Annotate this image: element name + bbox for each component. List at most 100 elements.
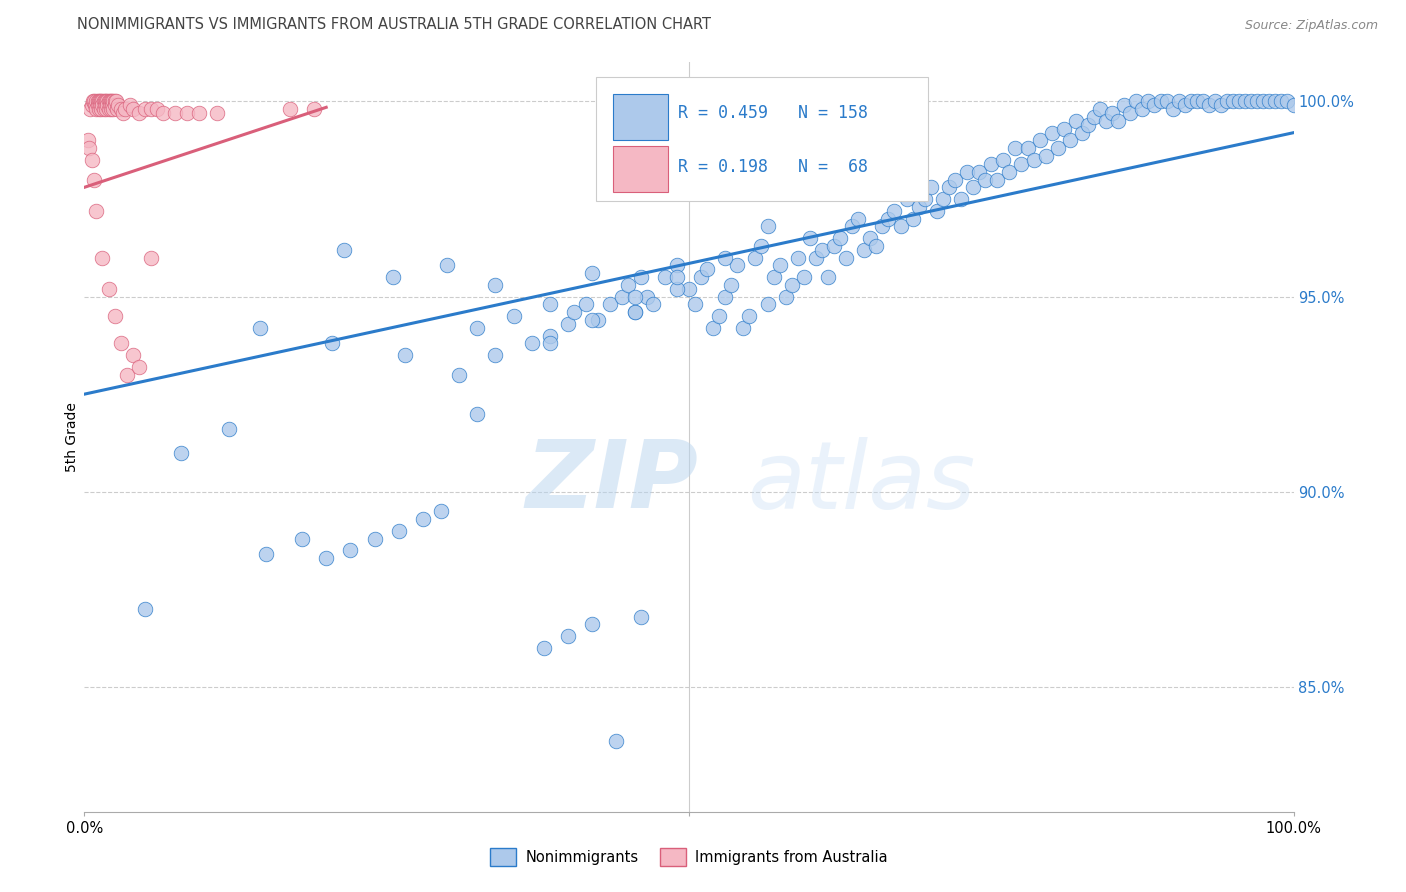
Point (1143, 98, 1166, 112)
Point (315, 551, 337, 566)
Point (91, 251, 114, 265)
Point (1101, 106, 1123, 120)
Point (557, 317, 579, 331)
Point (932, 192, 955, 206)
Point (786, 251, 808, 265)
Point (1161, 102, 1184, 116)
Point (86, 95, 108, 109)
Point (449, 368, 471, 382)
Point (623, 305, 645, 319)
Point (846, 211, 869, 226)
Point (94, 98, 117, 112)
Point (1119, 106, 1142, 120)
Point (950, 192, 973, 206)
Point (254, 547, 277, 561)
Point (1156, 95, 1178, 109)
Point (363, 532, 385, 546)
Point (93, 95, 115, 109)
Point (104, 309, 127, 323)
Point (1209, 98, 1232, 112)
Point (1011, 157, 1033, 171)
Point (799, 231, 821, 245)
Point (630, 270, 652, 285)
Point (1088, 102, 1111, 116)
Point (943, 172, 966, 186)
Point (100, 95, 122, 109)
Point (97, 95, 120, 109)
Point (962, 180, 984, 194)
Point (1270, 95, 1292, 109)
Point (152, 106, 174, 120)
Point (101, 95, 124, 109)
FancyBboxPatch shape (613, 94, 668, 140)
Point (94, 95, 117, 109)
Point (938, 180, 960, 194)
Point (105, 102, 128, 116)
Point (1040, 126, 1063, 140)
Point (1234, 95, 1257, 109)
Point (114, 102, 136, 116)
Point (91, 95, 114, 109)
Point (1137, 95, 1160, 109)
Point (82, 95, 104, 109)
Point (87, 95, 110, 109)
Point (1253, 95, 1275, 109)
Point (1198, 98, 1220, 112)
Point (1077, 118, 1099, 132)
FancyBboxPatch shape (613, 146, 668, 192)
Point (1046, 141, 1069, 155)
Point (1204, 95, 1226, 109)
Point (793, 270, 815, 285)
Point (146, 102, 169, 116)
Point (134, 102, 156, 116)
FancyBboxPatch shape (596, 78, 928, 201)
Point (1059, 133, 1081, 147)
Point (278, 102, 301, 116)
Point (956, 164, 979, 178)
Point (90, 95, 112, 109)
Point (412, 512, 434, 526)
Point (1264, 95, 1286, 109)
Point (665, 270, 688, 285)
Point (581, 617, 603, 632)
Point (1192, 95, 1215, 109)
Point (98, 98, 121, 112)
Point (1017, 141, 1039, 155)
Point (436, 258, 458, 272)
Point (678, 282, 700, 296)
Point (811, 243, 834, 257)
Point (176, 106, 198, 120)
Point (859, 231, 882, 245)
Point (87, 102, 110, 116)
Point (636, 289, 658, 303)
Point (98, 95, 121, 109)
Point (533, 640, 555, 655)
Point (1282, 98, 1305, 112)
Point (103, 102, 125, 116)
Point (1180, 95, 1202, 109)
Point (100, 102, 122, 116)
Point (1083, 110, 1105, 124)
Point (484, 277, 506, 292)
Point (121, 102, 143, 116)
Point (683, 297, 706, 311)
Point (321, 336, 343, 351)
Point (756, 297, 779, 311)
Point (980, 157, 1002, 171)
Point (339, 543, 361, 558)
Point (853, 243, 876, 257)
Point (170, 445, 193, 459)
Point (188, 106, 211, 120)
Point (605, 734, 627, 748)
Point (575, 297, 598, 311)
Point (1114, 98, 1136, 112)
Point (538, 297, 561, 311)
Point (804, 251, 827, 265)
Point (817, 270, 839, 285)
Point (381, 270, 404, 285)
Point (207, 106, 229, 120)
Point (484, 348, 506, 362)
Point (775, 289, 797, 303)
Point (720, 277, 742, 292)
Point (557, 629, 579, 643)
